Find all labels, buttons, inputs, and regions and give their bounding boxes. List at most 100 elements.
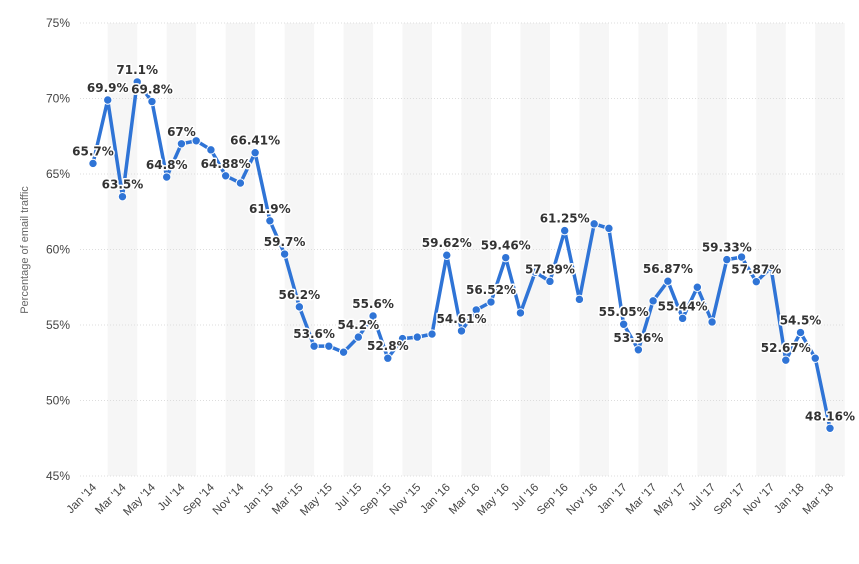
data-point <box>412 332 422 342</box>
x-tick-label: Sep '16 <box>535 482 571 518</box>
data-point <box>132 77 142 87</box>
data-point <box>368 311 378 321</box>
data-point <box>736 252 747 262</box>
data-point <box>825 423 835 433</box>
x-tick-label: May '16 <box>475 482 512 519</box>
x-tick-label: Jan '17 <box>595 482 629 516</box>
data-point <box>707 317 717 327</box>
data-label: 66.41% <box>230 134 280 148</box>
x-tick-label: Nov '14 <box>211 481 247 517</box>
background-band <box>579 23 609 476</box>
data-point <box>633 345 644 355</box>
data-label: 52.8% <box>367 339 409 353</box>
x-tick-label: Mar '18 <box>801 482 836 517</box>
x-tick-label: Nov '15 <box>388 482 424 518</box>
y-tick-label: 55% <box>46 318 70 332</box>
data-point <box>324 341 334 351</box>
data-label: 59.62% <box>422 236 472 250</box>
data-point <box>147 96 157 107</box>
data-point <box>677 313 688 324</box>
data-point <box>795 327 806 338</box>
data-label: 69.8% <box>131 83 173 97</box>
data-label: 48.16% <box>805 409 855 423</box>
data-points <box>88 77 835 433</box>
data-label: 59.46% <box>481 239 531 253</box>
data-label: 64.8% <box>146 158 188 172</box>
data-point <box>515 308 526 318</box>
x-tick-label: Sep '17 <box>712 482 748 518</box>
data-label: 71.1% <box>116 63 158 77</box>
data-point <box>397 333 408 344</box>
data-point <box>176 139 187 149</box>
x-tick-label: Nov '17 <box>741 482 777 518</box>
data-point <box>294 302 305 312</box>
background-band <box>697 23 727 476</box>
data-label: 69.9% <box>87 81 129 95</box>
data-point <box>648 296 658 306</box>
data-point <box>103 95 113 105</box>
x-tick-label: Jan '15 <box>242 482 276 516</box>
data-label: 64.88% <box>201 157 251 171</box>
data-label: 59.33% <box>702 241 752 255</box>
x-tick-label: Jan '18 <box>772 482 806 516</box>
data-point <box>88 158 98 169</box>
data-point <box>589 219 599 229</box>
data-label: 54.61% <box>437 312 487 326</box>
data-label: 54.2% <box>337 318 379 332</box>
data-point <box>442 250 452 260</box>
data-label: 65.7% <box>72 144 114 158</box>
x-tick-label: Sep '15 <box>358 482 394 518</box>
data-label: 67% <box>167 125 196 139</box>
data-point <box>545 276 555 287</box>
data-point <box>530 267 540 277</box>
data-label: 55.44% <box>658 299 708 313</box>
data-point <box>559 225 570 236</box>
data-point <box>338 347 349 357</box>
x-tick-label: May '17 <box>652 482 689 519</box>
y-tick-label: 70% <box>46 92 70 106</box>
data-label: 63.5% <box>102 178 144 192</box>
data-point <box>471 305 481 315</box>
x-tick-label: Nov '16 <box>564 482 600 518</box>
data-label: 52.67% <box>761 341 811 355</box>
y-tick-label: 50% <box>46 394 70 408</box>
data-labels: 65.7% 69.9% 63.5% 71.1% 69.8% 64.8% 67% 64.88% 6… <box>71 61 857 424</box>
x-tick-label: Jan '16 <box>418 482 452 516</box>
data-point <box>206 145 216 155</box>
y-tick-label: 65% <box>46 167 70 181</box>
data-point <box>117 191 128 202</box>
data-label: 53.36% <box>613 331 663 345</box>
y-tick-label: 60% <box>46 243 70 257</box>
data-label: 56.52% <box>466 283 516 297</box>
data-point <box>663 276 673 286</box>
data-point <box>766 262 776 273</box>
data-label: 53.6% <box>293 327 335 341</box>
data-point <box>235 178 246 188</box>
data-point <box>722 254 732 265</box>
data-point <box>692 282 703 292</box>
data-label: 55.6% <box>352 297 394 311</box>
y-tick-label: 45% <box>46 469 70 483</box>
data-point <box>162 172 172 182</box>
data-label: 54.5% <box>780 314 822 328</box>
data-point <box>574 294 585 305</box>
data-point <box>279 249 290 259</box>
data-point <box>501 252 511 263</box>
data-label: 56.87% <box>643 262 693 276</box>
data-label: 55.05% <box>599 305 649 319</box>
data-point <box>486 297 496 307</box>
x-tick-label: Sep '14 <box>181 481 217 517</box>
data-point <box>781 355 791 365</box>
data-label: 61.25% <box>540 212 590 226</box>
data-point <box>383 353 393 363</box>
data-point <box>191 136 201 146</box>
data-point <box>604 223 614 234</box>
data-point <box>309 341 319 351</box>
data-point <box>265 216 275 226</box>
data-label: 56.2% <box>279 288 321 302</box>
data-point <box>220 171 231 181</box>
data-label: 61.9% <box>249 202 291 216</box>
data-point <box>353 332 364 342</box>
y-tick-label: 75% <box>46 16 70 30</box>
